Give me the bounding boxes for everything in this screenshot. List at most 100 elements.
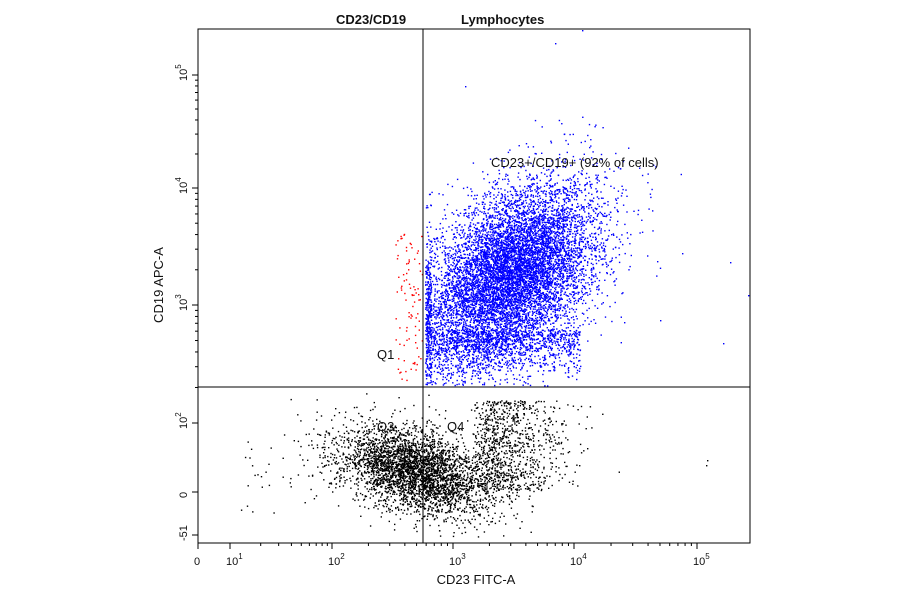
event-dot: [586, 309, 588, 312]
event-dot: [563, 259, 565, 261]
event-dot: [528, 258, 530, 260]
event-dot: [578, 214, 580, 216]
event-dot: [444, 275, 446, 277]
event-dot: [570, 283, 572, 285]
event-dot: [531, 338, 534, 340]
event-dot: [561, 329, 563, 331]
event-dot: [585, 282, 587, 284]
event-dot: [602, 302, 604, 304]
event-dot: [629, 265, 631, 268]
event-dot: [480, 241, 482, 243]
event-dot: [523, 251, 525, 254]
event-dot: [639, 167, 641, 169]
event-dot: [533, 266, 535, 268]
event-dot: [536, 187, 538, 189]
event-dot: [542, 247, 544, 249]
event-dot: [598, 226, 601, 228]
event-dot: [542, 307, 544, 309]
event-dot: [513, 313, 515, 315]
event-dot: [575, 210, 577, 212]
event-dot: [470, 268, 472, 270]
event-dot: [476, 222, 479, 224]
event-dot: [568, 298, 571, 300]
event-dot: [546, 310, 549, 312]
event-dot: [456, 324, 458, 326]
event-dot: [460, 254, 462, 257]
event-dot: [526, 175, 528, 178]
event-dot: [598, 279, 601, 282]
event-dot: [522, 344, 524, 346]
event-dot: [509, 244, 511, 246]
event-dot: [430, 338, 433, 340]
event-dot: [490, 287, 492, 289]
event-dot: [550, 140, 552, 142]
event-dot: [533, 217, 535, 219]
event-dot: [519, 319, 521, 321]
event-dot: [470, 292, 473, 294]
event-dot: [473, 322, 475, 324]
event-dot: [497, 309, 499, 311]
event-dot: [579, 325, 581, 327]
event-dot: [429, 281, 432, 283]
event-dot: [592, 209, 594, 211]
event-dot: [425, 283, 427, 286]
event-dot: [510, 228, 512, 230]
event-dot: [511, 259, 514, 261]
event-dot: [447, 277, 449, 280]
event-dot: [501, 269, 504, 271]
event-dot: [481, 349, 483, 351]
event-dot: [482, 284, 484, 286]
event-dot: [501, 232, 503, 234]
event-dot: [509, 354, 511, 357]
event-dot: [473, 351, 476, 353]
event-dot: [549, 304, 552, 306]
event-dot: [444, 245, 446, 248]
event-dot: [546, 175, 548, 178]
event-dot: [437, 329, 439, 331]
event-dot: [472, 309, 474, 311]
event-dot: [553, 209, 555, 211]
event-dot: [498, 241, 500, 244]
event-dot: [565, 339, 567, 341]
event-dot: [531, 290, 534, 292]
event-dot: [517, 310, 519, 312]
event-dot: [475, 238, 477, 240]
event-dot: [488, 317, 490, 319]
event-dot: [467, 245, 469, 247]
event-dot: [430, 247, 432, 249]
event-dot: [504, 336, 507, 338]
event-dot: [449, 269, 451, 272]
event-dot: [559, 157, 561, 159]
event-dot: [525, 315, 527, 317]
event-dot: [525, 300, 527, 303]
event-dot: [558, 299, 561, 302]
event-dot: [503, 298, 505, 300]
event-dot: [572, 256, 574, 258]
event-dot: [495, 230, 497, 233]
event-dot: [545, 240, 547, 242]
event-dot: [524, 215, 526, 217]
event-dot: [547, 218, 549, 220]
event-dot: [479, 282, 481, 284]
event-dot: [525, 196, 527, 198]
event-dot: [544, 310, 547, 313]
event-dot: [466, 316, 468, 318]
event-dot: [549, 253, 552, 255]
event-dot: [553, 227, 556, 230]
event-dot: [451, 224, 454, 226]
event-dot: [579, 183, 581, 186]
event-dot: [468, 205, 470, 208]
event-dot: [531, 183, 533, 185]
event-dot: [518, 198, 521, 200]
event-dot: [527, 284, 529, 286]
event-dot: [562, 206, 564, 209]
event-dot: [426, 226, 428, 228]
event-dot: [525, 280, 527, 283]
event-dot: [580, 226, 583, 228]
event-dot: [434, 298, 436, 300]
event-dot: [478, 358, 480, 360]
event-dot: [447, 257, 449, 259]
event-dot: [614, 301, 616, 304]
event-dot: [553, 290, 556, 293]
